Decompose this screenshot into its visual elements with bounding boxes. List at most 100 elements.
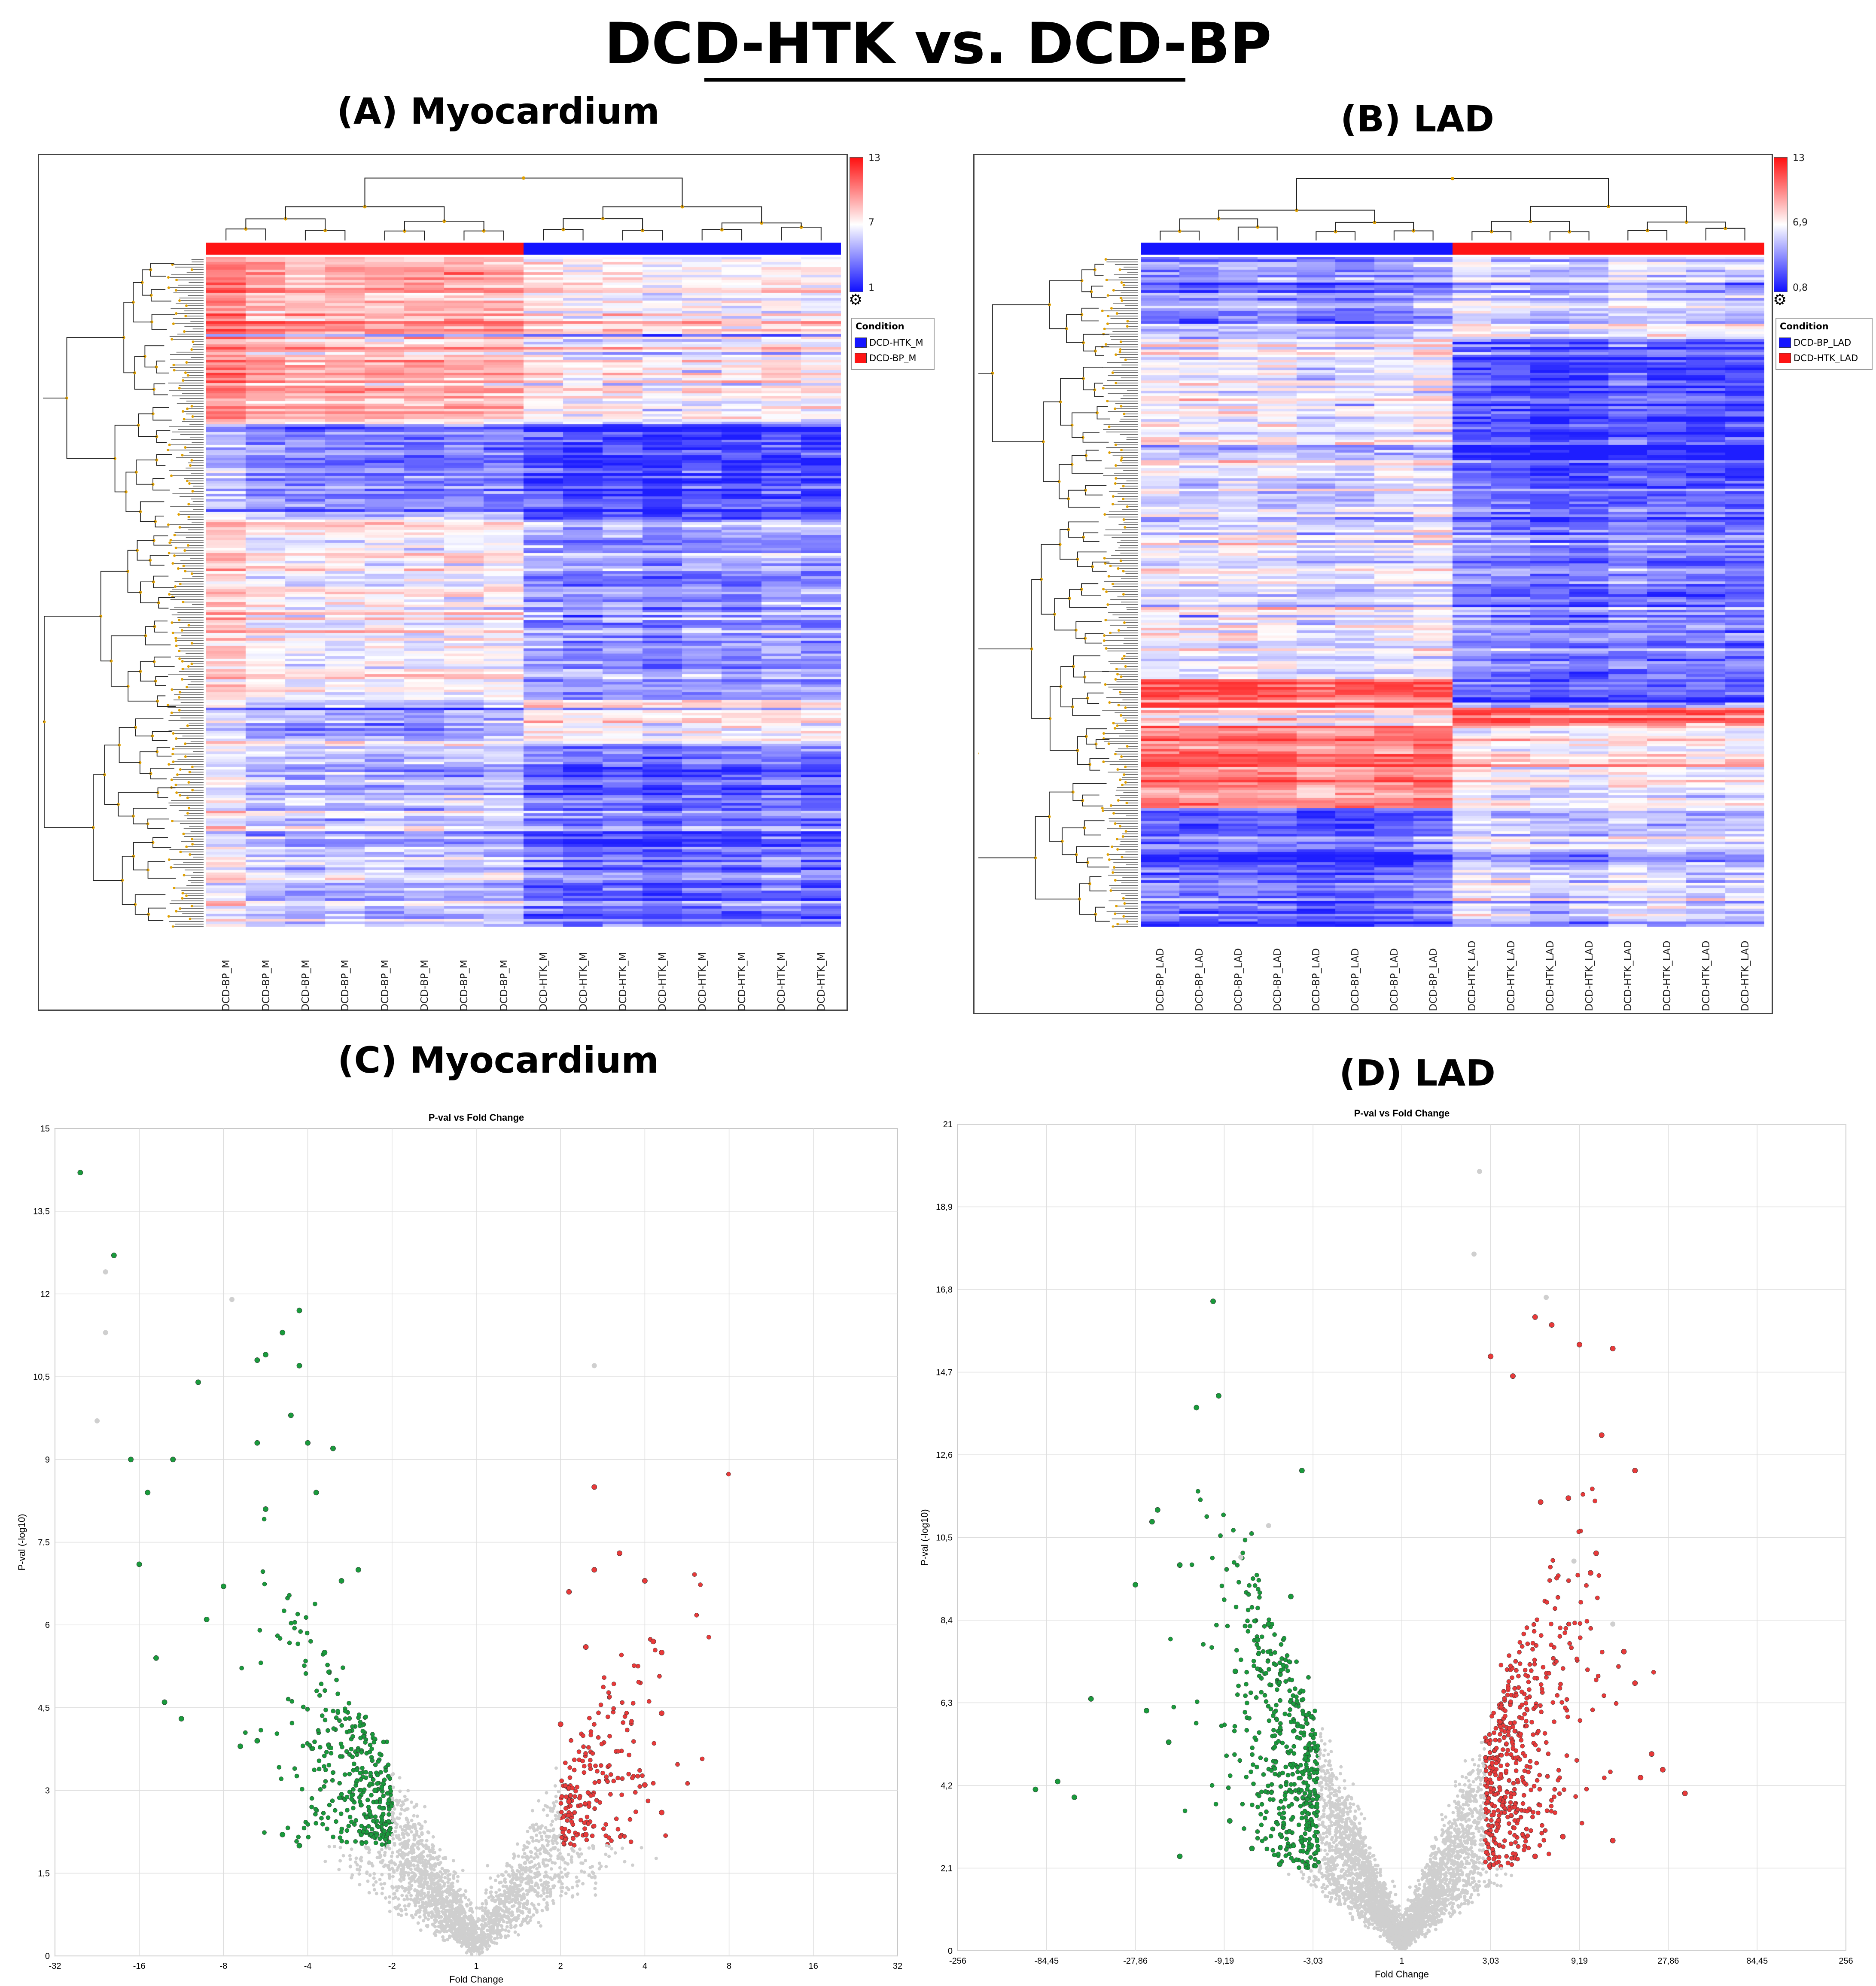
- dendrogram-node: [178, 619, 181, 621]
- data-point: [1578, 1718, 1583, 1723]
- data-point: [464, 1896, 468, 1900]
- data-point: [396, 1897, 400, 1901]
- dendrogram-node: [191, 490, 194, 493]
- data-point: [395, 1798, 399, 1802]
- data-point: [485, 1947, 489, 1951]
- data-point: [544, 1858, 548, 1862]
- data-point: [636, 1664, 640, 1669]
- data-point: [1262, 1816, 1267, 1821]
- column-label: DCD-HTK_LAD: [1544, 940, 1556, 1012]
- data-point: [259, 1661, 263, 1665]
- dendrogram-node: [190, 663, 193, 665]
- data-point: [1209, 1783, 1215, 1788]
- data-point: [391, 1819, 395, 1823]
- data-point: [533, 1846, 537, 1850]
- gear-icon[interactable]: ⚙: [1773, 291, 1787, 308]
- data-point: [491, 1931, 495, 1935]
- dendrogram-node: [190, 268, 193, 271]
- dendrogram-node: [187, 781, 190, 784]
- dendrogram-node: [182, 379, 185, 382]
- data-point: [566, 1853, 570, 1857]
- data-point: [698, 1582, 703, 1587]
- dendrogram-branch: [138, 413, 157, 437]
- data-point: [378, 1878, 382, 1882]
- data-point: [608, 1792, 613, 1797]
- x-tick-label: -4: [304, 1962, 312, 1971]
- data-point: [443, 1911, 447, 1915]
- data-point: [560, 1882, 564, 1886]
- data-point: [415, 1803, 419, 1807]
- data-point: [320, 1713, 325, 1718]
- data-point: [337, 1795, 342, 1800]
- data-point: [437, 1855, 441, 1858]
- data-point: [504, 1900, 508, 1904]
- dendrogram-branch: [136, 459, 157, 485]
- data-point: [445, 1898, 449, 1902]
- data-point: [400, 1885, 404, 1889]
- dendrogram-node: [1123, 902, 1126, 905]
- data-point: [402, 1866, 405, 1870]
- dendrogram-branch: [127, 550, 141, 593]
- data-point: [337, 1867, 341, 1871]
- dendrogram-branch: [1096, 406, 1110, 420]
- data-point: [1303, 1831, 1308, 1836]
- x-axis-label: Fold Change: [1375, 1969, 1429, 1980]
- data-point: [406, 1845, 410, 1849]
- dendrogram-branch: [1049, 791, 1073, 842]
- data-point: [359, 1859, 363, 1863]
- data-point: [442, 1884, 446, 1888]
- data-point: [1584, 1619, 1590, 1624]
- data-point-ns: [229, 1297, 235, 1302]
- data-point: [545, 1891, 549, 1895]
- data-point: [453, 1910, 457, 1914]
- data-point-down: [263, 1506, 268, 1512]
- data-point: [359, 1832, 364, 1837]
- data-point: [1251, 1576, 1255, 1581]
- data-point: [572, 1810, 577, 1815]
- dendrogram-node: [140, 281, 144, 284]
- data-point: [323, 1779, 328, 1784]
- data-point: [1293, 1686, 1297, 1691]
- data-point: [380, 1842, 384, 1847]
- data-point: [591, 1824, 597, 1828]
- data-point: [630, 1863, 634, 1867]
- column-label: DCD-BP_M: [459, 960, 470, 1011]
- data-point: [521, 1848, 525, 1852]
- data-point: [1259, 1802, 1264, 1807]
- dendrogram-node: [179, 907, 182, 910]
- column-label: DCD-HTK_M: [737, 952, 748, 1011]
- data-point: [499, 1893, 502, 1897]
- dendrogram-node: [168, 541, 171, 544]
- data-point-down: [221, 1583, 226, 1589]
- data-point: [410, 1800, 414, 1804]
- data-point: [402, 1852, 406, 1856]
- data-point: [362, 1787, 367, 1792]
- data-point: [412, 1805, 416, 1809]
- gear-icon[interactable]: ⚙: [849, 291, 863, 308]
- data-point: [389, 1804, 394, 1809]
- data-point: [566, 1829, 572, 1834]
- data-point: [621, 1720, 626, 1725]
- data-point: [587, 1846, 591, 1850]
- dendrogram-branch: [1069, 589, 1107, 608]
- data-point: [405, 1894, 408, 1898]
- data-point: [540, 1883, 544, 1887]
- data-point: [423, 1877, 427, 1880]
- data-point: [407, 1888, 411, 1892]
- column-label: DCD-HTK_M: [578, 952, 589, 1011]
- data-point: [591, 1846, 595, 1850]
- data-point: [376, 1824, 381, 1829]
- data-point: [513, 1925, 517, 1929]
- data-point: [456, 1879, 460, 1883]
- data-point: [1451, 1811, 1455, 1815]
- data-point: [388, 1876, 392, 1880]
- data-point: [581, 1744, 586, 1749]
- dendrogram-node: [1121, 856, 1124, 858]
- data-point: [402, 1836, 406, 1840]
- data-point: [440, 1923, 444, 1927]
- legend-swatch-htk: [855, 338, 867, 348]
- data-point: [1228, 1773, 1233, 1778]
- dendrogram-node: [1104, 562, 1107, 565]
- data-point: [239, 1666, 244, 1671]
- dendrogram-node: [171, 632, 174, 634]
